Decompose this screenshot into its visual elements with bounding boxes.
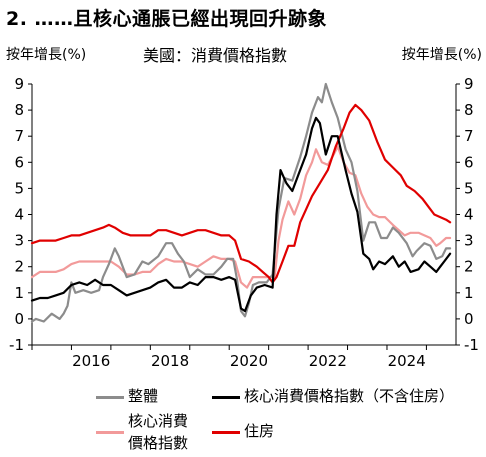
line-chart: -1 -1 0 0 1 1 2 2 3 3 4 4 5 5 6 6 7 7 8 8 9 9 2016 2018 2020 2022…: [9, 75, 479, 370]
page-title: 2. ……且核心通脹已經出現回升跡象: [6, 8, 328, 30]
legend-label-core-line1: 核心消費: [128, 412, 189, 430]
y-tick-label-left: 8: [14, 101, 24, 119]
y-tick-label-right: 3: [464, 232, 474, 250]
legend-swatch-core: [96, 431, 124, 434]
legend-label-overall: 整體: [128, 387, 159, 405]
x-tick-label: 2022: [309, 352, 347, 370]
y-tick-label-left: 2: [14, 258, 24, 276]
y-tick-label-right: 9: [464, 75, 474, 93]
x-tick-label: 2016: [72, 352, 110, 370]
y-tick-label-left: 5: [14, 179, 24, 197]
y-axis-label-right: 按年增長(%): [401, 47, 482, 63]
y-tick-label-left: 9: [14, 75, 24, 93]
y-tick-label-right: 2: [464, 258, 474, 276]
y-axis-label-left: 按年增長(%): [6, 47, 87, 63]
y-tick-label-right: -1: [464, 336, 479, 354]
y-tick-label-left: 0: [14, 310, 24, 328]
y-tick-label-left: 1: [14, 284, 24, 302]
series-shelter-line: [30, 103, 452, 284]
legend-label-core-ex-shelter: 核心消費價格指數（不含住房）: [244, 387, 455, 405]
chart-title: 美國：消費價格指數: [143, 46, 288, 65]
y-tick-label-left: 7: [14, 127, 24, 145]
y-tick-label-right: 7: [464, 127, 474, 145]
y-tick-label-left: 6: [14, 153, 24, 171]
legend-label-core-line2: 價格指數: [128, 434, 189, 452]
chart-axes: -1 -1 0 0 1 1 2 2 3 3 4 4 5 5 6 6 7 7 8 8 9 9 2016 2018 2020 2022…: [9, 75, 479, 370]
x-tick-label: 2024: [388, 352, 426, 370]
x-tick-label: 2018: [151, 352, 189, 370]
legend-swatch-shelter: [212, 431, 240, 434]
y-tick-label-left: 3: [14, 232, 24, 250]
y-tick-label-right: 1: [464, 284, 474, 302]
series-core-line: [30, 145, 452, 289]
legend-swatch-overall: [96, 396, 124, 399]
y-tick-label-right: 0: [464, 310, 474, 328]
series-core-ex-shelter-line: [30, 116, 452, 313]
legend-label-shelter: 住房: [244, 422, 275, 440]
chart-series: [30, 82, 452, 323]
y-tick-label-right: 6: [464, 153, 474, 171]
y-tick-label-right: 5: [464, 179, 474, 197]
legend-swatch-core-ex-shelter: [212, 396, 240, 399]
series-overall-line: [30, 82, 452, 323]
y-tick-label-left: 4: [14, 206, 24, 224]
y-tick-label-left: -1: [9, 336, 24, 354]
x-tick-label: 2020: [230, 352, 268, 370]
y-tick-label-right: 4: [464, 206, 474, 224]
y-tick-label-right: 8: [464, 101, 474, 119]
